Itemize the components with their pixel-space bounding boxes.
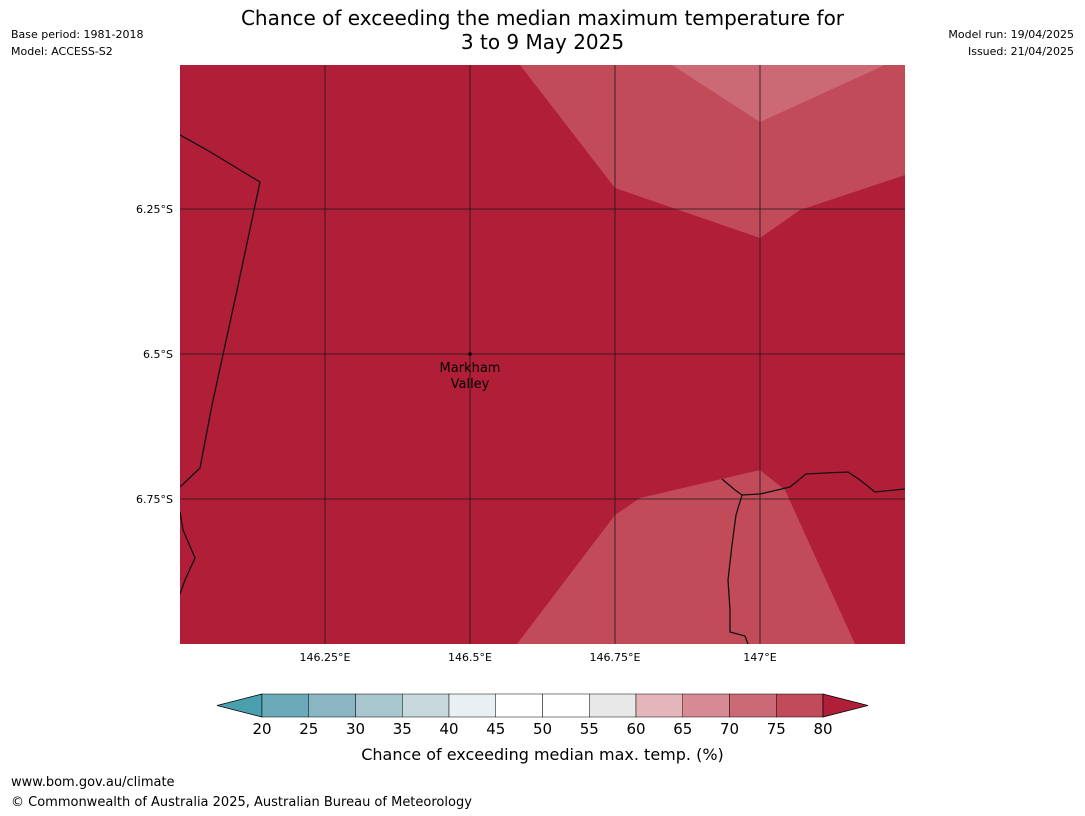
colorbar-segment	[776, 693, 824, 718]
base-period-text: Base period: 1981-2018	[11, 28, 144, 41]
lon-label: 146.5°E	[448, 651, 492, 664]
title-line-2: 3 to 9 May 2025	[460, 30, 625, 54]
lon-label: 146.25°E	[300, 651, 351, 664]
colorbar-segment	[635, 693, 683, 718]
model-text: Model: ACCESS-S2	[11, 45, 113, 58]
colorbar-segment	[682, 693, 730, 718]
probability-70-75-region-south	[517, 470, 855, 644]
metadata-right: Model run: 19/04/2025 Issued: 21/04/2025	[948, 26, 1074, 60]
issued-text: Issued: 21/04/2025	[967, 45, 1074, 58]
colorbar-tick-label: 55	[579, 720, 599, 738]
lat-label: 6.75°S	[136, 493, 173, 506]
colorbar-segment	[542, 693, 590, 718]
colorbar-tick-label: 70	[719, 720, 740, 738]
model-run-text: Model run: 19/04/2025	[948, 28, 1074, 41]
metadata-left: Base period: 1981-2018 Model: ACCESS-S2	[11, 26, 143, 60]
probability-70-75-region-north	[520, 65, 905, 238]
colorbar-segment	[261, 693, 309, 718]
colorbar-segment	[355, 693, 403, 718]
graticule	[180, 65, 905, 644]
colorbar-tick-label: 65	[673, 720, 693, 738]
probability-65-70-region-north	[672, 65, 885, 122]
coastline	[180, 511, 196, 595]
colorbar-segment	[495, 693, 543, 718]
colorbar-segment	[589, 693, 637, 718]
colorbar-tick-label: 50	[532, 720, 553, 738]
colorbar-tick-label: 75	[766, 720, 786, 738]
colorbar-extension-high	[822, 693, 869, 718]
map-plot-area: Markham Valley	[180, 65, 905, 644]
colorbar-tick-label: 30	[345, 720, 366, 738]
location-marker	[468, 352, 472, 356]
footer-url: www.bom.gov.au/climate	[11, 775, 175, 790]
colorbar-tick-label: 45	[486, 720, 506, 738]
colorbar-segment	[402, 693, 450, 718]
place-label-line-1: Markham	[440, 361, 501, 376]
river	[727, 494, 749, 644]
colorbar-segment	[308, 693, 356, 718]
boundaries	[180, 134, 905, 644]
colorbar-extension-low	[216, 693, 263, 718]
colorbar	[216, 693, 869, 718]
title-line-1: Chance of exceeding the median maximum t…	[240, 6, 845, 30]
colorbar-tick-label: 80	[813, 720, 833, 738]
river-coastline	[721, 471, 905, 496]
lat-label: 6.25°S	[136, 203, 173, 216]
colorbar-tick-label: 20	[252, 720, 272, 738]
lon-label: 147°E	[743, 651, 776, 664]
colorbar-segment	[729, 693, 777, 718]
map-title: Chance of exceeding the median maximum t…	[180, 6, 905, 54]
colorbar-tick-label: 25	[299, 720, 319, 738]
place-label-line-2: Valley	[451, 377, 490, 392]
axis-labels: 6.25°S 6.5°S 6.75°S 146.25°E 146.5°E 146…	[136, 203, 777, 664]
footer-copyright: © Commonwealth of Australia 2025, Austra…	[11, 795, 472, 810]
colorbar-tick-label: 60	[626, 720, 646, 738]
boundary-line	[180, 134, 261, 488]
colorbar-label: Chance of exceeding median max. temp. (%…	[361, 745, 724, 764]
colorbar-tick-label: 40	[439, 720, 459, 738]
colorbar-tick-label: 35	[392, 720, 412, 738]
lon-label: 146.75°E	[590, 651, 641, 664]
colorbar-segment	[448, 693, 496, 718]
lat-label: 6.5°S	[143, 348, 173, 361]
